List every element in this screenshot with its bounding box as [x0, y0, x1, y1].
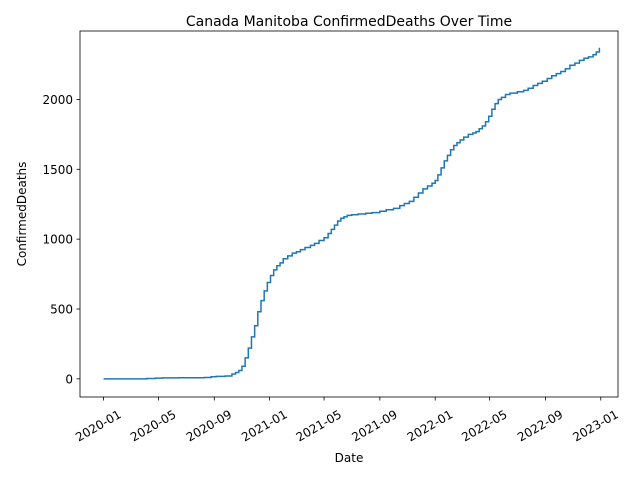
y-tick-label: 1000: [42, 233, 73, 247]
y-tick-label: 2000: [42, 93, 73, 107]
y-tick-label: 1500: [42, 163, 73, 177]
x-axis-label: Date: [335, 451, 364, 465]
series-line-0: [103, 47, 601, 380]
y-tick-label: 0: [65, 372, 73, 386]
axes-frame: [79, 30, 619, 398]
y-tick-label: 500: [50, 302, 73, 316]
y-axis-label: ConfirmedDeaths: [15, 162, 29, 267]
plot-area: [103, 47, 601, 380]
chart-title: Canada Manitoba ConfirmedDeaths Over Tim…: [186, 14, 512, 30]
y-axis: 0 500 1000 1500 2000: [42, 93, 80, 386]
